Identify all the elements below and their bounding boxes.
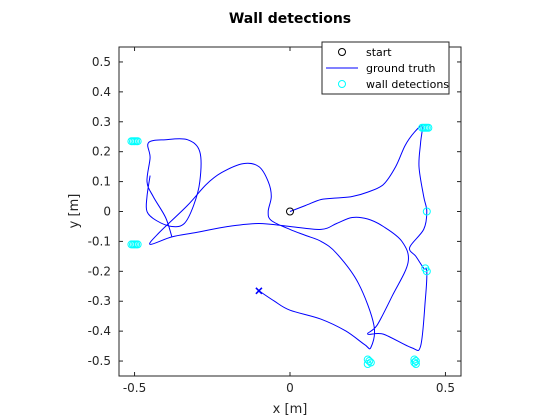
y-tick-label: -0.5 <box>88 354 111 368</box>
wall-detection-marker <box>422 267 431 276</box>
wall-detection-marker <box>410 358 419 367</box>
legend-marker-swatch <box>338 80 346 88</box>
y-tick-label: -0.3 <box>88 294 111 308</box>
series-layer <box>127 123 433 369</box>
y-tick-label: 0.2 <box>92 145 111 159</box>
y-tick-label: -0.1 <box>88 234 111 248</box>
x-tick-label: 0 <box>286 381 294 395</box>
y-tick-label: 0.1 <box>92 175 111 189</box>
wall-detection-marker <box>422 207 431 216</box>
legend-label: wall detections <box>366 78 449 91</box>
wall-detection-marker <box>363 360 372 369</box>
wall-detection-marker <box>133 137 142 146</box>
y-tick-label: 0.5 <box>92 55 111 69</box>
y-axis-label: y [m] <box>67 194 82 229</box>
y-tick-label: 0.4 <box>92 85 111 99</box>
legend-label: ground truth <box>366 62 436 75</box>
end-marker <box>255 287 263 295</box>
ground-truth-path <box>145 138 202 238</box>
x-tick-label: -0.5 <box>123 381 146 395</box>
wall-detection-marker <box>133 240 142 249</box>
y-tick-label: 0 <box>103 205 111 219</box>
tick-group: -0.5 0 0.5 0.5 0.4 0.3 0.2 0.1 0 -0.1 -0.2 -0.3 -0.4… <box>88 47 461 395</box>
x-axis-label: x [m] <box>273 402 308 417</box>
y-tick-label: 0.3 <box>92 115 111 129</box>
wall-detection-marker <box>411 357 420 366</box>
wall-detection-marker <box>411 360 420 369</box>
x-tick-label: 0.5 <box>436 381 455 395</box>
y-tick-label: -0.2 <box>88 264 111 278</box>
chart-title: Wall detections <box>229 11 351 27</box>
legend-marker-swatch <box>338 48 346 56</box>
start-marker <box>286 207 294 216</box>
wall-detection-marker <box>410 355 419 364</box>
legend: start ground truth wall detections <box>321 41 450 95</box>
y-tick-label: -0.4 <box>88 324 111 338</box>
wall-detection-marker <box>424 123 433 132</box>
legend-label: start <box>366 46 392 59</box>
